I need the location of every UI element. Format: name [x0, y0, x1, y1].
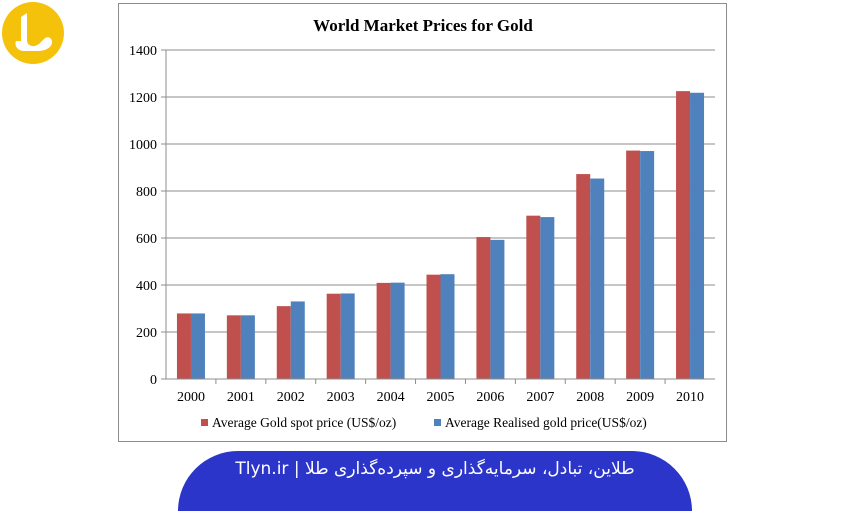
bar-spot-2006 — [476, 237, 491, 379]
legend-label-0: Average Gold spot price (US$/oz) — [212, 415, 396, 430]
y-tick-label: 0 — [150, 373, 157, 388]
legend-label-1: Average Realised gold price(US$/oz) — [445, 415, 647, 430]
bar-spot-2002 — [276, 306, 291, 379]
bar-spot-2003 — [326, 293, 341, 379]
tlyn-logo-icon — [2, 2, 64, 64]
y-tick-label: 800 — [136, 185, 157, 200]
bar-spot-2008 — [576, 174, 591, 379]
x-tick-label: 2002 — [277, 390, 305, 405]
x-tick-label: 2006 — [476, 390, 504, 405]
bar-spot-2004 — [376, 282, 391, 379]
bar-realised-2009 — [640, 151, 655, 379]
x-tick-label: 2001 — [227, 390, 255, 405]
x-tick-label: 2000 — [177, 390, 205, 405]
tlyn-logo[interactable] — [0, 0, 66, 66]
bar-spot-2000 — [176, 313, 191, 379]
bar-realised-2004 — [390, 282, 405, 379]
legend-swatch-0 — [201, 419, 208, 426]
gold-price-chart: World Market Prices for Gold 0 200 400 600 8… — [129, 16, 715, 430]
bar-realised-2000 — [190, 313, 205, 379]
x-tick-label: 2008 — [576, 390, 604, 405]
legend-swatch-1 — [434, 419, 441, 426]
bar-realised-2001 — [240, 315, 255, 379]
footer-banner: Tlyn.ir | طلاین، تبادل، سرمایه‌گذاری و س… — [178, 451, 692, 511]
y-tick-label: 1200 — [129, 91, 157, 106]
y-tick-label: 1000 — [129, 138, 157, 153]
chart-title: World Market Prices for Gold — [313, 16, 533, 35]
x-tick-label: 2003 — [327, 390, 355, 405]
x-tick-label: 2004 — [377, 390, 405, 405]
y-tick-label: 400 — [136, 279, 157, 294]
x-tick-label: 2009 — [626, 390, 654, 405]
y-tick-label: 1400 — [129, 44, 157, 59]
bar-realised-2005 — [440, 274, 455, 379]
bar-realised-2010 — [690, 92, 705, 380]
x-tick-label: 2010 — [676, 390, 704, 405]
bar-realised-2008 — [590, 178, 605, 379]
bar-spot-2001 — [226, 315, 241, 379]
bar-realised-2003 — [340, 293, 355, 379]
chart-frame: World Market Prices for Gold 0 200 400 600 8… — [118, 3, 727, 442]
x-tick-label: 2007 — [526, 390, 554, 405]
x-tick-label: 2005 — [427, 390, 455, 405]
bar-realised-2002 — [290, 301, 305, 379]
bar-spot-2010 — [676, 91, 691, 379]
y-tick-label: 600 — [136, 232, 157, 247]
bar-spot-2005 — [426, 274, 441, 379]
y-tick-label: 200 — [136, 326, 157, 341]
bar-spot-2007 — [526, 215, 541, 379]
bar-realised-2007 — [540, 217, 555, 379]
bar-spot-2009 — [626, 150, 641, 379]
banner-text: Tlyn.ir | طلاین، تبادل، سرمایه‌گذاری و س… — [235, 459, 635, 479]
bar-realised-2006 — [490, 239, 505, 379]
